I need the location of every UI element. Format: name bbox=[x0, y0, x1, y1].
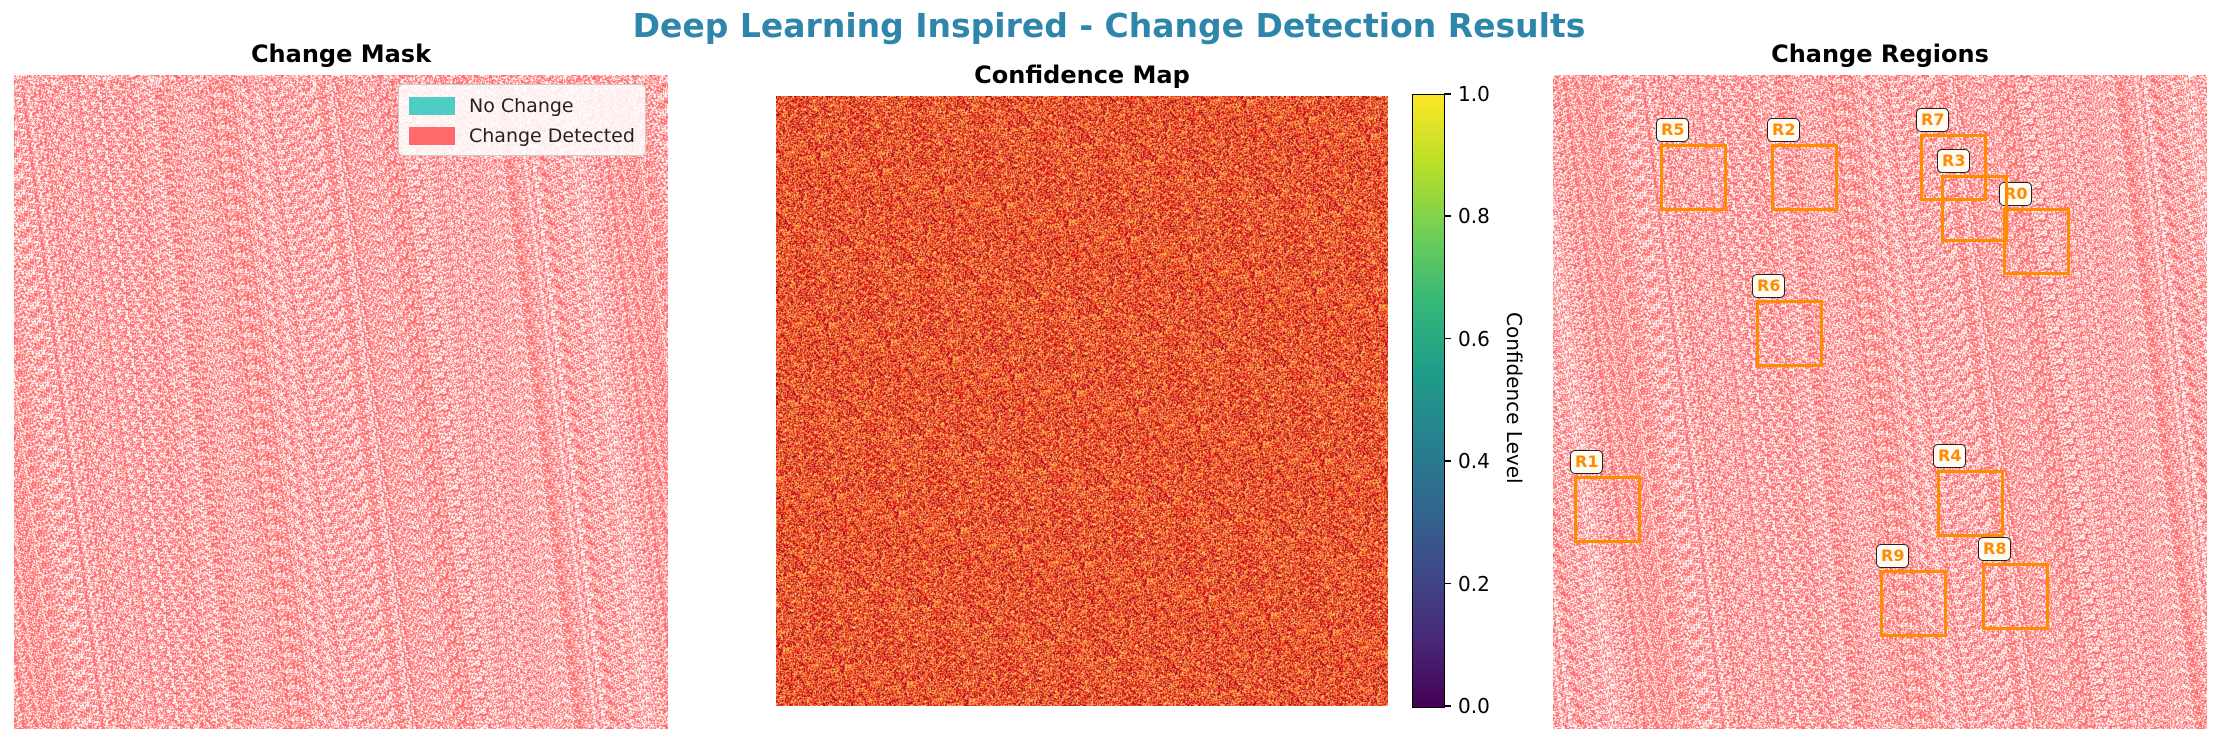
legend-label-change-detected: Change Detected bbox=[469, 125, 635, 147]
figure-title: Deep Learning Inspired - Change Detectio… bbox=[632, 6, 1586, 45]
colorbar-tick bbox=[1444, 337, 1451, 340]
region-box-r3 bbox=[1941, 175, 2008, 242]
change-mask-image bbox=[14, 75, 668, 729]
region-label-r9: R9 bbox=[1876, 544, 1910, 568]
colorbar-tick-label: 0.8 bbox=[1458, 204, 1490, 229]
change-regions-title: Change Regions bbox=[1771, 40, 1989, 68]
legend-item-no-change: No Change bbox=[409, 91, 635, 121]
colorbar-label: Confidence Level bbox=[1502, 312, 1526, 484]
region-box-r6 bbox=[1756, 300, 1823, 367]
legend-label-no-change: No Change bbox=[469, 95, 574, 117]
colorbar-tick-label: 0.6 bbox=[1458, 326, 1490, 351]
region-box-r5 bbox=[1660, 144, 1727, 211]
region-box-r1 bbox=[1574, 476, 1641, 543]
region-label-r4: R4 bbox=[1933, 444, 1967, 468]
region-label-r7: R7 bbox=[1916, 108, 1950, 132]
colorbar-tick-label: 0.4 bbox=[1458, 449, 1490, 474]
change-detected-swatch bbox=[409, 127, 455, 145]
region-box-r2 bbox=[1771, 144, 1838, 211]
region-box-r7 bbox=[1920, 134, 1987, 201]
change-mask-title: Change Mask bbox=[250, 40, 432, 68]
region-label-r2: R2 bbox=[1767, 118, 1801, 142]
change-mask-legend: No Change Change Detected bbox=[398, 84, 646, 156]
region-box-r0 bbox=[2003, 208, 2070, 275]
colorbar-tick-label: 1.0 bbox=[1458, 82, 1490, 106]
legend-item-change-detected: Change Detected bbox=[409, 121, 635, 151]
region-label-r8: R8 bbox=[1978, 537, 2012, 561]
region-box-r8 bbox=[1982, 563, 2049, 630]
confidence-colorbar bbox=[1412, 94, 1445, 708]
colorbar-tick bbox=[1444, 582, 1451, 585]
colorbar-tick bbox=[1444, 215, 1451, 217]
colorbar-tick-label: 0.2 bbox=[1458, 571, 1490, 596]
region-label-r1: R1 bbox=[1570, 450, 1604, 474]
colorbar-tick-label: 0.0 bbox=[1458, 694, 1490, 718]
colorbar-tick bbox=[1444, 705, 1451, 707]
region-label-r0: R0 bbox=[1999, 182, 2033, 206]
region-label-r6: R6 bbox=[1752, 274, 1786, 298]
confidence-map-title: Confidence Map bbox=[974, 61, 1190, 89]
region-box-r4 bbox=[1937, 470, 2004, 537]
colorbar-tick bbox=[1444, 460, 1451, 462]
region-box-r9 bbox=[1880, 570, 1947, 637]
region-label-r3: R3 bbox=[1937, 149, 1971, 173]
colorbar-tick bbox=[1444, 93, 1451, 95]
confidence-map-image bbox=[776, 96, 1388, 706]
no-change-swatch bbox=[409, 97, 455, 115]
region-label-r5: R5 bbox=[1656, 118, 1690, 142]
